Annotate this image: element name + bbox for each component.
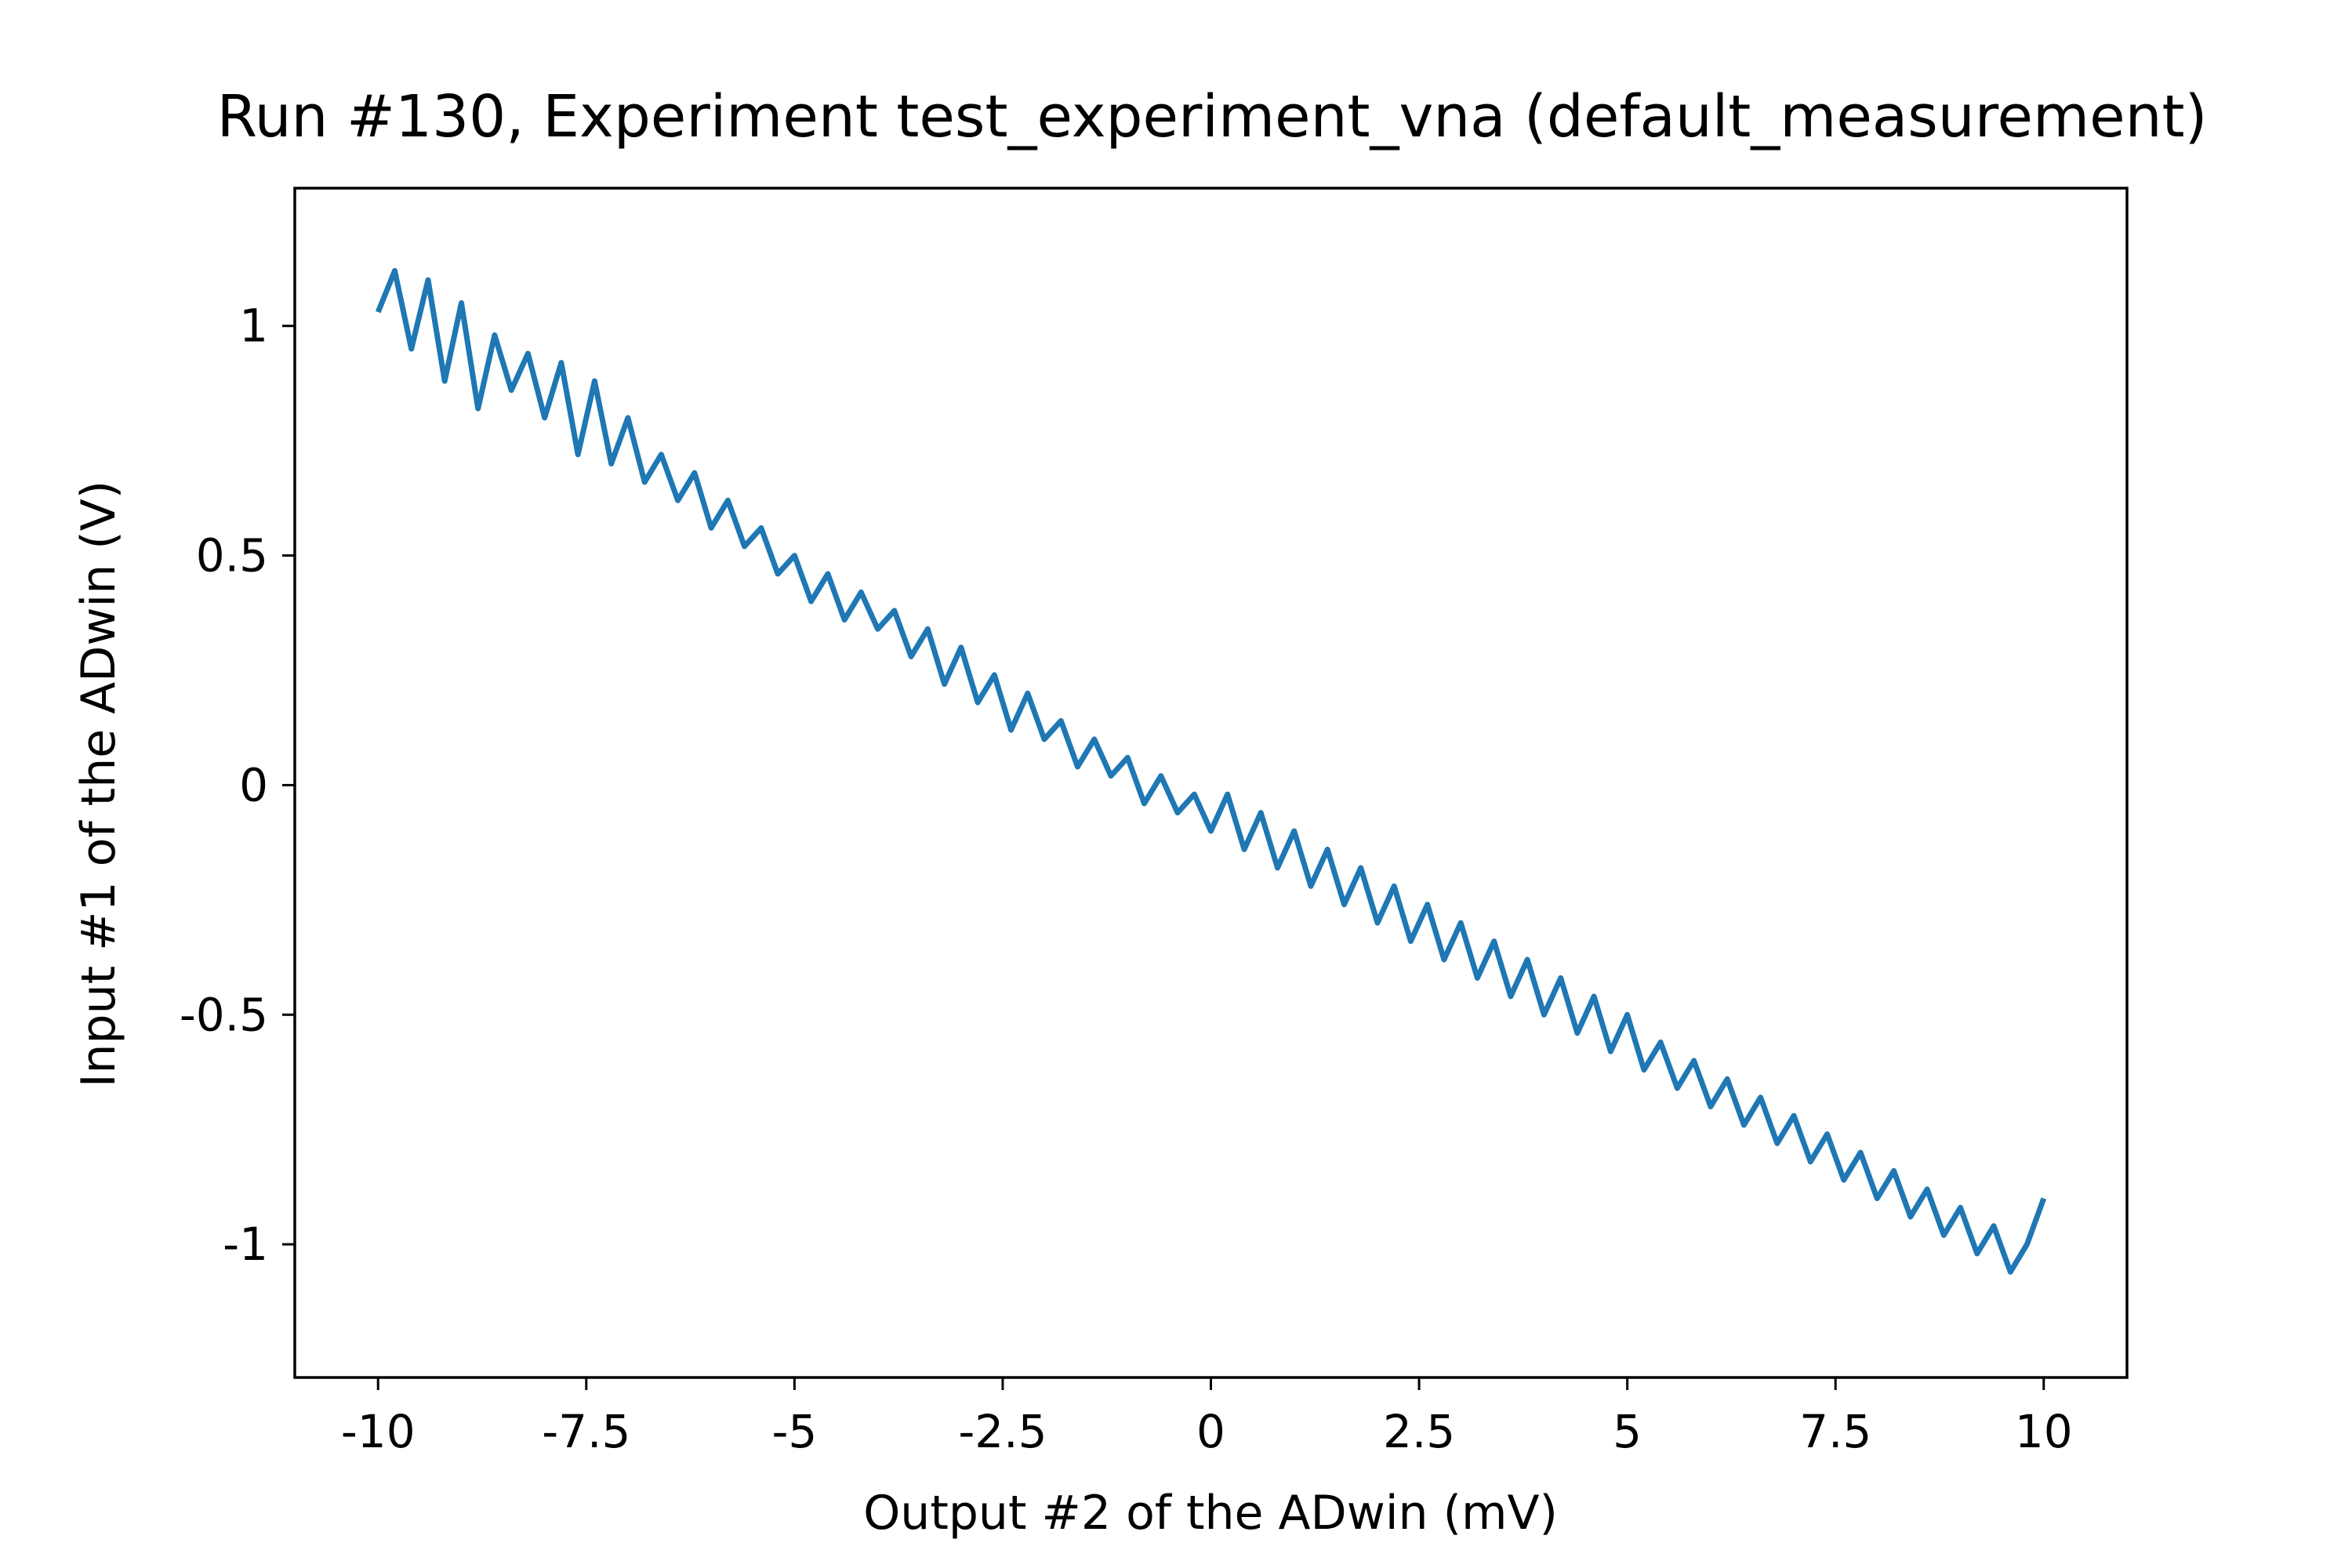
- x-axis-label: Output #2 of the ADwin (mV): [863, 1486, 1558, 1541]
- x-tick-label: 5: [1613, 1405, 1642, 1458]
- y-axis-label: Input #1 of the ADwin (V): [71, 481, 126, 1087]
- y-tick-label: -1: [223, 1218, 268, 1271]
- x-tick-label: 2.5: [1383, 1405, 1455, 1458]
- plot-area: [293, 187, 2129, 1379]
- x-tick-label: -10: [341, 1405, 416, 1458]
- series-layer: [375, 267, 2047, 1275]
- y-tick-label: 0: [239, 758, 268, 811]
- x-tick-label: 7.5: [1799, 1405, 1871, 1458]
- plot-background: [295, 188, 2127, 1377]
- x-tick-label: -7.5: [542, 1405, 630, 1458]
- y-tick-label: 0.5: [196, 529, 268, 583]
- y-axis: 1 0.5 0 -0.5 -1: [180, 299, 295, 1271]
- x-tick-label: 0: [1196, 1405, 1225, 1458]
- x-tick-label: -5: [771, 1405, 817, 1458]
- x-tick-label: 10: [2015, 1405, 2073, 1458]
- y-tick-label: 1: [239, 299, 268, 353]
- series-line: [375, 267, 2047, 1275]
- chart-title: Run #130, Experiment test_experiment_vna…: [217, 83, 2208, 151]
- x-tick-label: -2.5: [958, 1405, 1047, 1458]
- y-tick-label: -0.5: [180, 988, 268, 1041]
- x-axis: -10 -7.5 -5 -2.5 0 2.5 5 7.5 10: [341, 1377, 2073, 1458]
